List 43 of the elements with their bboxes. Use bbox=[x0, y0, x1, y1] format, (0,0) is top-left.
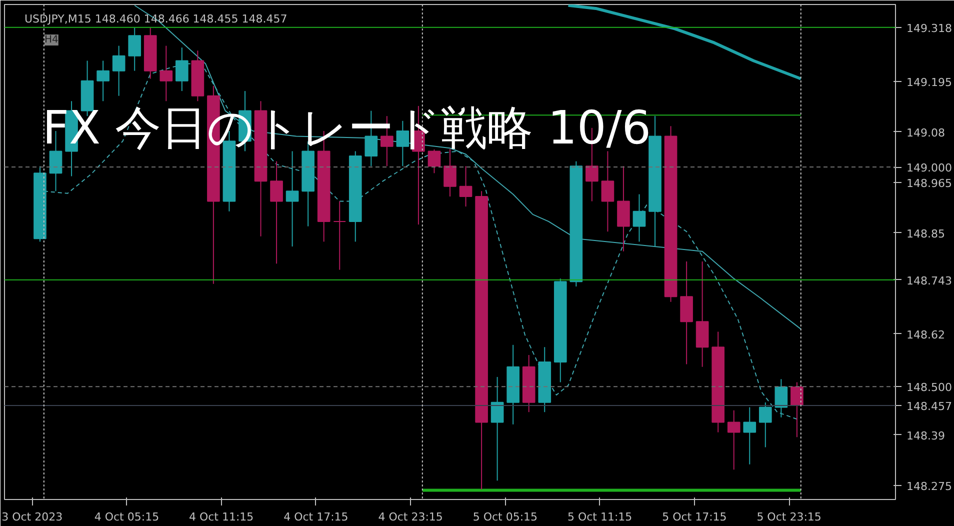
y-tick-label: 148.39 bbox=[906, 429, 945, 442]
line-series bbox=[566, 4, 802, 80]
y-tick-label: 148.965 bbox=[906, 176, 952, 190]
y-tick-label: 148.85 bbox=[906, 227, 945, 240]
candlestick bbox=[601, 150, 614, 232]
x-tick-label: 4 Oct 23:15 bbox=[378, 510, 443, 524]
candlestick bbox=[428, 148, 441, 174]
candlestick bbox=[774, 378, 788, 418]
candlestick bbox=[128, 27, 142, 72]
x-tick-label: 5 Oct 17:15 bbox=[662, 510, 727, 524]
candlestick bbox=[270, 160, 283, 264]
ref-line-label: 148.743 bbox=[906, 274, 952, 288]
y-tick-label: 148.62 bbox=[906, 328, 945, 342]
candlestick bbox=[632, 194, 646, 242]
annotation: H4 bbox=[44, 34, 58, 46]
candlestick bbox=[758, 402, 772, 448]
candlestick bbox=[333, 200, 346, 270]
candlestick bbox=[444, 148, 456, 197]
y-tick-label: 149.195 bbox=[906, 76, 952, 89]
candlestick bbox=[112, 45, 126, 96]
candlestick bbox=[490, 376, 504, 482]
candlestick bbox=[396, 120, 410, 167]
y-tick-label: 149.08 bbox=[906, 126, 945, 140]
candlestick bbox=[96, 60, 110, 102]
x-tick-label: 5 Oct 05:15 bbox=[472, 510, 538, 524]
x-tick-label: 5 Oct 11:15 bbox=[567, 510, 632, 524]
candlestick bbox=[743, 406, 756, 465]
candlestick bbox=[160, 45, 173, 102]
candlestick bbox=[459, 166, 472, 208]
x-tick-label: 4 Oct 05:15 bbox=[94, 510, 160, 524]
x-tick-label: 4 Oct 17:15 bbox=[284, 510, 348, 524]
x-tick-label: 5 Oct 23:15 bbox=[756, 510, 822, 524]
candlestick bbox=[727, 410, 740, 470]
ref-line-label: 148.457 bbox=[906, 400, 952, 414]
x-tick-label: 4 Oct 11:15 bbox=[188, 510, 254, 524]
y-tick-label: 148.275 bbox=[906, 480, 952, 493]
ref-line-label: 149.318 bbox=[906, 22, 952, 35]
candlestick bbox=[286, 150, 299, 248]
x-tick-label: 3 Oct 2023 bbox=[2, 510, 63, 524]
candlestick bbox=[790, 382, 804, 438]
ref-line-label: 148.500 bbox=[906, 381, 952, 394]
ref-line-label: 149.000 bbox=[906, 162, 952, 175]
candlestick bbox=[176, 47, 188, 92]
